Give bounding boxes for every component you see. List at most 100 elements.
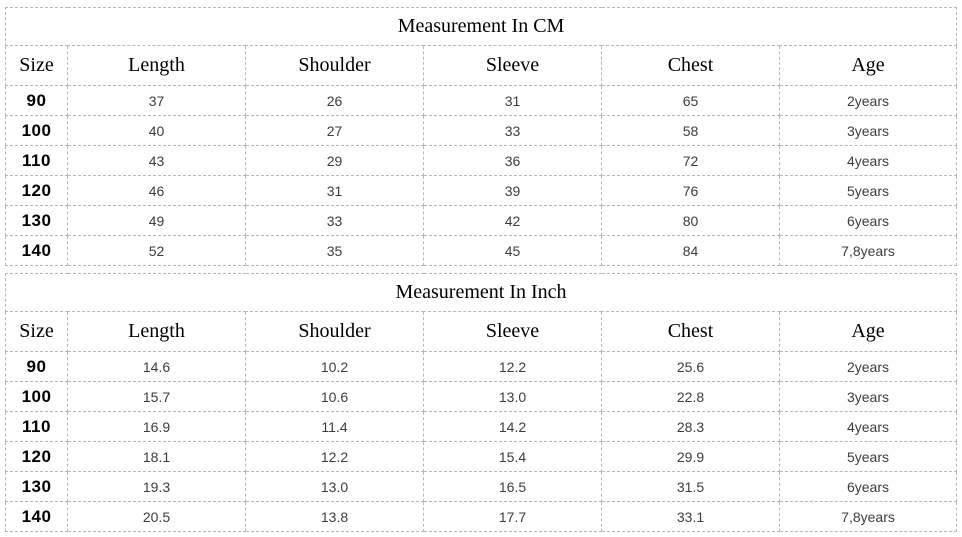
table-row: 140 20.5 13.8 17.7 33.1 7,8years (5, 501, 958, 532)
value-cell: 29.9 (601, 441, 780, 472)
column-header-age: Age (778, 311, 958, 352)
column-header-shoulder: Shoulder (245, 45, 424, 86)
value-cell: 14.6 (67, 351, 246, 382)
table-row: 120 18.1 12.2 15.4 29.9 5years (5, 441, 958, 472)
value-cell: 11.4 (245, 411, 424, 442)
value-cell: 4years (778, 411, 958, 442)
column-header-age: Age (778, 45, 958, 86)
value-cell: 7,8years (778, 501, 958, 532)
value-cell: 20.5 (67, 501, 246, 532)
value-cell: 3years (778, 381, 958, 412)
column-header-chest: Chest (601, 311, 780, 352)
value-cell: 33.1 (601, 501, 780, 532)
title-row: Measurement In CM (4, 7, 958, 46)
measurement-table-cm: Measurement In CM Size Length Shoulder Slee… (4, 7, 958, 266)
table-row: 130 49 33 42 80 6years (5, 205, 958, 236)
value-cell: 17.7 (423, 501, 602, 532)
size-cell: 100 (5, 115, 68, 146)
value-cell: 7,8years (778, 235, 958, 266)
column-header-size: Size (5, 45, 68, 86)
value-cell: 45 (423, 235, 602, 266)
value-cell: 5years (778, 441, 958, 472)
table-row: 90 14.6 10.2 12.2 25.6 2years (5, 351, 958, 382)
size-cell: 110 (5, 411, 68, 442)
size-cell: 110 (5, 145, 68, 176)
size-cell: 90 (5, 351, 68, 382)
size-cell: 130 (5, 471, 68, 502)
column-header-row: Size Length Shoulder Sleeve Chest Age (5, 45, 958, 86)
value-cell: 65 (601, 85, 780, 116)
value-cell: 10.6 (245, 381, 424, 412)
value-cell: 84 (601, 235, 780, 266)
value-cell: 16.9 (67, 411, 246, 442)
value-cell: 15.4 (423, 441, 602, 472)
value-cell: 76 (601, 175, 780, 206)
value-cell: 43 (67, 145, 246, 176)
measurement-table-inch: Measurement In Inch Size Length Shoulder Sl… (4, 273, 958, 532)
table-title-cm: Measurement In CM (4, 7, 958, 46)
value-cell: 5years (778, 175, 958, 206)
value-cell: 33 (245, 205, 424, 236)
value-cell: 19.3 (67, 471, 246, 502)
size-cell: 120 (5, 441, 68, 472)
size-cell: 140 (5, 501, 68, 532)
value-cell: 13.0 (245, 471, 424, 502)
value-cell: 31 (245, 175, 424, 206)
value-cell: 15.7 (67, 381, 246, 412)
column-header-shoulder: Shoulder (245, 311, 424, 352)
column-header-size: Size (5, 311, 68, 352)
column-header-sleeve: Sleeve (423, 45, 602, 86)
value-cell: 28.3 (601, 411, 780, 442)
value-cell: 22.8 (601, 381, 780, 412)
column-header-length: Length (67, 311, 246, 352)
title-row: Measurement In Inch (4, 273, 958, 312)
value-cell: 33 (423, 115, 602, 146)
table-row: 90 37 26 31 65 2years (5, 85, 958, 116)
value-cell: 12.2 (245, 441, 424, 472)
value-cell: 52 (67, 235, 246, 266)
column-header-length: Length (67, 45, 246, 86)
value-cell: 31 (423, 85, 602, 116)
size-cell: 90 (5, 85, 68, 116)
value-cell: 16.5 (423, 471, 602, 502)
value-cell: 14.2 (423, 411, 602, 442)
value-cell: 39 (423, 175, 602, 206)
value-cell: 29 (245, 145, 424, 176)
value-cell: 46 (67, 175, 246, 206)
value-cell: 6years (778, 205, 958, 236)
value-cell: 42 (423, 205, 602, 236)
value-cell: 3years (778, 115, 958, 146)
table-row: 120 46 31 39 76 5years (5, 175, 958, 206)
table-body: 90 14.6 10.2 12.2 25.6 2years 100 15.7 10.6 13.0 2… (5, 351, 958, 532)
size-cell: 140 (5, 235, 68, 266)
value-cell: 40 (67, 115, 246, 146)
value-cell: 13.8 (245, 501, 424, 532)
value-cell: 37 (67, 85, 246, 116)
value-cell: 26 (245, 85, 424, 116)
table-row: 100 40 27 33 58 3years (5, 115, 958, 146)
value-cell: 13.0 (423, 381, 602, 412)
column-header-row: Size Length Shoulder Sleeve Chest Age (5, 311, 958, 352)
table-row: 100 15.7 10.6 13.0 22.8 3years (5, 381, 958, 412)
value-cell: 27 (245, 115, 424, 146)
table-row: 110 16.9 11.4 14.2 28.3 4years (5, 411, 958, 442)
value-cell: 58 (601, 115, 780, 146)
value-cell: 12.2 (423, 351, 602, 382)
value-cell: 31.5 (601, 471, 780, 502)
table-row: 110 43 29 36 72 4years (5, 145, 958, 176)
value-cell: 25.6 (601, 351, 780, 382)
size-cell: 130 (5, 205, 68, 236)
table-row: 140 52 35 45 84 7,8years (5, 235, 958, 266)
table-row: 130 19.3 13.0 16.5 31.5 6years (5, 471, 958, 502)
value-cell: 2years (778, 351, 958, 382)
value-cell: 80 (601, 205, 780, 236)
size-cell: 100 (5, 381, 68, 412)
column-header-sleeve: Sleeve (423, 311, 602, 352)
value-cell: 49 (67, 205, 246, 236)
value-cell: 72 (601, 145, 780, 176)
column-header-chest: Chest (601, 45, 780, 86)
table-body: 90 37 26 31 65 2years 100 40 27 33 58 3years 110 43 29… (5, 85, 958, 266)
value-cell: 6years (778, 471, 958, 502)
value-cell: 35 (245, 235, 424, 266)
